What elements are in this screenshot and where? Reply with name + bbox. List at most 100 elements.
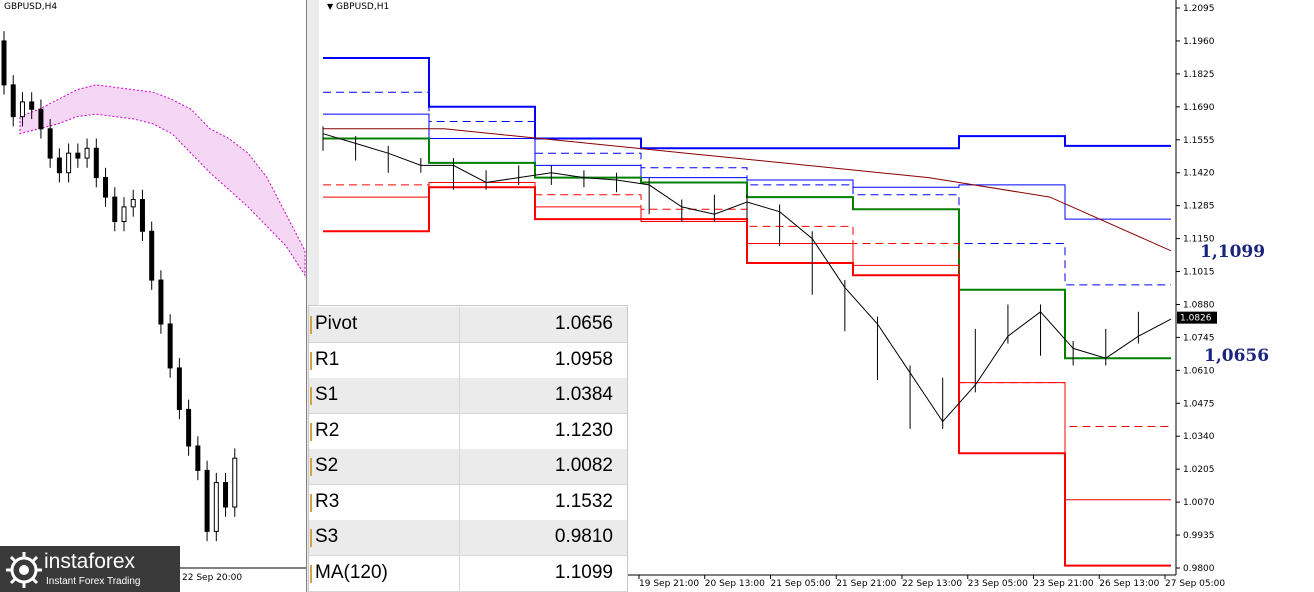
time-tick-label: 21 Sep 05:00 [771, 579, 831, 589]
column-separator [459, 555, 460, 591]
pivot-levels-table: Pivot 1.0656 R1 1.0958 S1 1.0384 R2 1.1230 S2 1.0… [308, 305, 628, 592]
level-value: 1.0384 [554, 384, 613, 405]
ma-annotation-label: 1,1099 [1200, 242, 1266, 262]
candle-body [139, 199, 145, 232]
price-tick-label: 1.0745 [1183, 333, 1215, 343]
price-axis: 1.2095 1.1960 1.1825 1.1690 1.1555 1.1420 1.12… [1175, 0, 1217, 575]
level-value: 0.9810 [554, 526, 613, 547]
level-label: R3 [309, 490, 340, 512]
pivot-annotation-label: 1,0656 [1204, 346, 1270, 366]
h1-chart-title: ▼ GBPUSD,H1 [327, 2, 389, 12]
price-tick-label: 1.1555 [1183, 136, 1215, 146]
price-tick-label: 1.1960 [1183, 37, 1215, 47]
candle-body [112, 196, 118, 223]
series-ma-120- [323, 128, 1172, 252]
column-separator [459, 520, 460, 555]
time-tick-label: 23 Sep 05:00 [968, 579, 1028, 589]
current-price-label: 1.0826 [1180, 314, 1212, 324]
logo-brand-text: instaforex [44, 550, 136, 573]
candle-body [103, 177, 109, 198]
logo-tagline: Instant Forex Trading [46, 576, 141, 587]
candle-body [47, 128, 53, 159]
level-label: MA(120) [310, 561, 388, 583]
price-tick-label: 1.0610 [1183, 366, 1215, 376]
candle-body [130, 199, 136, 208]
candle-body [167, 323, 173, 369]
level-label: S2 [309, 455, 339, 476]
time-tick-label: 26 Sep 13:00 [1099, 579, 1159, 589]
candle-body [38, 108, 44, 130]
table-row: S3 0.9810 [309, 520, 627, 556]
candle-body [195, 445, 201, 471]
candle-body [158, 279, 164, 325]
candle-body [66, 152, 72, 174]
price-tick-label: 1.0475 [1183, 399, 1215, 409]
candle-body [75, 152, 81, 159]
level-value: 1.1532 [554, 490, 613, 512]
level-label: S1 [309, 384, 339, 405]
level-value: 1.1230 [554, 419, 613, 441]
current-price-box [1177, 311, 1217, 324]
time-tick-label: 21 Sep 21:00 [836, 579, 896, 589]
candle-body [204, 469, 210, 532]
ichimoku-cloud [19, 84, 306, 277]
price-tick-label: 1.2095 [1183, 4, 1215, 14]
price-tick-label: 1.1150 [1183, 235, 1215, 245]
price-tick-label: 1.1690 [1183, 103, 1215, 113]
candle-body [93, 147, 99, 179]
table-row: R3 1.1532 [309, 484, 627, 521]
price-candles [322, 126, 1139, 429]
table-row: R2 1.1230 [309, 413, 627, 450]
price-tick-label: 1.1285 [1183, 202, 1215, 212]
dropdown-triangle-icon[interactable]: ▼ [327, 2, 334, 11]
candle-body [176, 367, 182, 410]
column-separator [459, 342, 460, 378]
level-label: R1 [309, 348, 340, 370]
table-row: MA(120) 1.1099 [309, 555, 627, 592]
h1-chart-title-text: GBPUSD,H1 [336, 2, 390, 12]
candle-body [223, 482, 229, 508]
table-row: S2 1.0082 [309, 449, 627, 485]
series-pivot [323, 137, 1171, 360]
h4-time-tick-label: 22 Sep 20:00 [182, 573, 242, 583]
candle-body [232, 457, 238, 508]
column-separator [459, 413, 460, 449]
series-s3 [323, 186, 1171, 567]
table-row: Pivot 1.0656 [309, 307, 627, 343]
column-separator [459, 307, 460, 342]
level-label: R2 [309, 419, 340, 441]
candle-body [10, 84, 16, 118]
level-label: S3 [309, 526, 339, 547]
candle-body [121, 206, 127, 223]
price-tick-label: 1.0340 [1183, 432, 1215, 442]
price-tick-label: 1.1420 [1183, 169, 1215, 179]
candle-body [186, 408, 192, 447]
column-separator [459, 449, 460, 484]
time-tick-label: 19 Sep 21:00 [639, 579, 699, 589]
time-tick-label: 22 Sep 13:00 [902, 579, 962, 589]
h4-chart-panel[interactable]: GBPUSD,H4 22 Sep 20:00 [0, 0, 307, 592]
column-separator [459, 378, 460, 413]
time-axis: 19 Sep 21:00 20 Sep 13:00 21 Sep 05:00 21 S… [319, 574, 1225, 589]
candle-body [213, 482, 219, 532]
candle-body [56, 157, 62, 174]
price-tick-label: 0.9800 [1183, 564, 1215, 574]
price-tick-label: 1.0880 [1183, 300, 1215, 310]
instaforex-logo: instaforex Instant Forex Trading [0, 546, 180, 592]
time-tick-label: 27 Sep 05:00 [1165, 579, 1225, 589]
candle-body [29, 101, 35, 110]
table-row: R1 1.0958 [309, 342, 627, 379]
table-row: S1 1.0384 [309, 378, 627, 414]
logo-emblem-icon [6, 552, 42, 588]
h4-candles [1, 31, 238, 542]
price-tick-label: 0.9935 [1183, 531, 1215, 541]
price-tick-label: 1.1825 [1183, 70, 1215, 80]
level-value: 1.0656 [554, 313, 613, 334]
time-tick-label: 23 Sep 21:00 [1034, 579, 1094, 589]
cloud-area [19, 84, 306, 277]
candle-body [19, 101, 25, 118]
candle-body [149, 230, 155, 281]
column-separator [459, 484, 460, 520]
h1-chart-canvas: 1.2095 1.1960 1.1825 1.1690 1.1555 1.1420 1.12… [319, 0, 1225, 589]
candle-body [1, 40, 7, 86]
